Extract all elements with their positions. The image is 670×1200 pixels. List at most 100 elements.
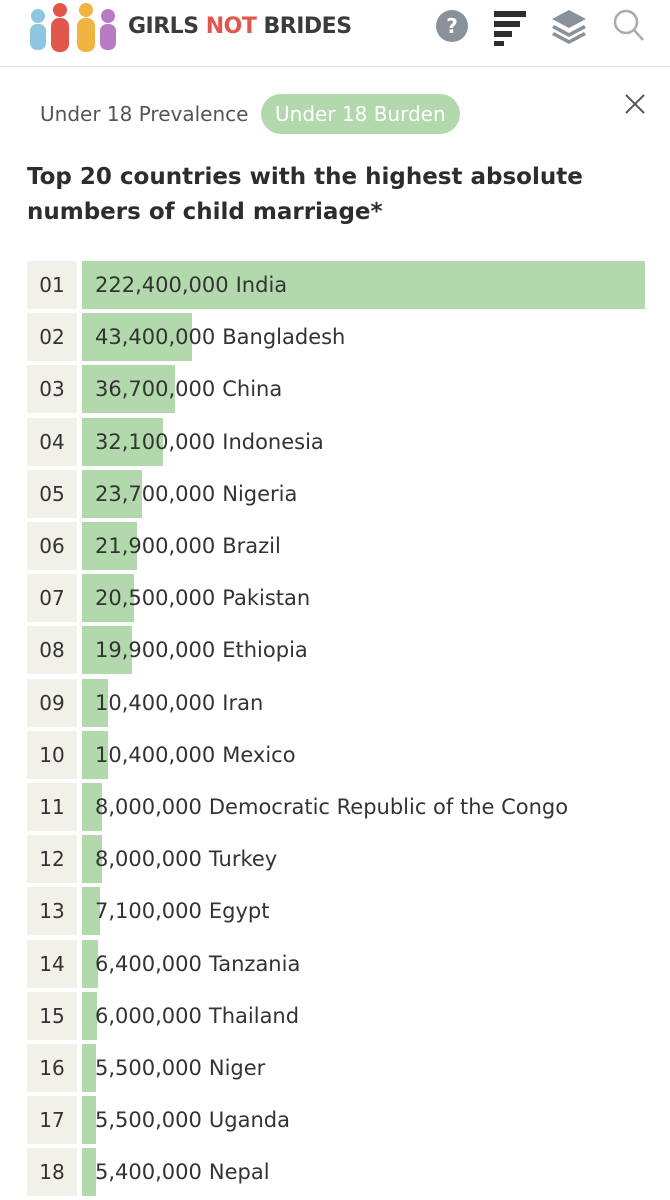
bar-label: 5,400,000 Nepal <box>95 1148 270 1196</box>
rank-label: 02 <box>27 313 77 362</box>
layers-icon[interactable] <box>552 10 586 44</box>
country-name: Iran <box>222 690 264 715</box>
bar-row[interactable]: 04 32,100,000 Indonesia <box>27 417 645 466</box>
rank-label: 18 <box>27 1148 77 1197</box>
value-label: 43,400,000 <box>95 325 216 350</box>
country-name: Democratic Republic of the Congo <box>208 795 569 819</box>
rank-label: 03 <box>27 365 77 414</box>
bar-row[interactable]: 18 5,400,000 Nepal <box>27 1148 645 1197</box>
bar <box>82 417 164 466</box>
bar-row[interactable]: 10 10,400,000 Mexico <box>27 730 645 779</box>
bar-row[interactable]: 11 8,000,000 Democratic Republic of the Co… <box>27 783 645 831</box>
help-icon[interactable]: ? <box>436 10 468 42</box>
rank-label: 09 <box>27 678 77 727</box>
value-label: 8,000,000 <box>95 795 202 819</box>
rank-label: 10 <box>27 730 77 779</box>
country-name: Brazil <box>222 534 281 558</box>
bar <box>82 1096 96 1145</box>
bar-label: 5,500,000 Niger <box>95 1044 265 1092</box>
logo-word: NOT <box>205 14 257 39</box>
bar-row[interactable]: 17 5,500,000 Uganda <box>27 1096 645 1145</box>
bar-label: 19,900,000 Ethiopia <box>95 626 308 674</box>
logo-icon[interactable] <box>24 2 144 62</box>
bar <box>82 1044 96 1092</box>
bar-row[interactable]: 02 43,400,000 Bangladesh <box>27 313 645 362</box>
bar-label: 21,900,000 Brazil <box>95 522 281 570</box>
country-name: India <box>235 273 288 297</box>
value-label: 20,500,000 <box>95 586 216 611</box>
rank-label: 07 <box>27 574 77 623</box>
tab-active[interactable]: Under 18 Burden <box>261 94 460 134</box>
value-label: 5,500,000 <box>95 1108 202 1133</box>
bar-row[interactable]: 05 23,700,000 Nigeria <box>27 469 645 518</box>
rank-label: 04 <box>27 417 77 466</box>
bar-row[interactable]: 03 36,700,000 China <box>27 365 645 414</box>
bar <box>82 365 175 414</box>
chart-title: Top 20 countries with the highest absolu… <box>27 164 583 225</box>
bar-label: 7,100,000 Egypt <box>95 887 269 935</box>
bar-label: 6,400,000 Tanzania <box>95 940 300 988</box>
bar-label: 10,400,000 Iran <box>95 679 263 727</box>
country-name: Nepal <box>208 1160 270 1185</box>
bar <box>82 574 134 623</box>
tab[interactable]: Under 18 Prevalence <box>40 102 249 126</box>
bar-label: 23,700,000 Nigeria <box>95 470 297 518</box>
bar-label: 222,400,000 India <box>95 261 287 309</box>
list-icon[interactable] <box>494 11 526 46</box>
logo-word: BRIDES <box>263 14 353 39</box>
value-label: 6,000,000 <box>95 1003 202 1028</box>
close-button[interactable] <box>623 92 647 116</box>
rank-label: 01 <box>27 261 77 309</box>
bar <box>82 626 133 675</box>
bar <box>82 887 100 936</box>
logo-text[interactable]: GIRLS NOT BRIDES <box>128 14 352 39</box>
value-label: 23,700,000 <box>95 481 216 506</box>
value-label: 21,900,000 <box>95 534 216 558</box>
country-name: Thailand <box>208 1003 300 1028</box>
bar-label: 20,500,000 Pakistan <box>95 574 310 622</box>
rank-label: 15 <box>27 991 77 1040</box>
svg-text:?: ? <box>446 14 458 38</box>
value-label: 7,100,000 <box>95 899 202 924</box>
bar <box>82 469 142 518</box>
country-name: Nigeria <box>222 481 298 506</box>
bar-row[interactable]: 12 8,000,000 Turkey <box>27 835 645 884</box>
bar-row[interactable]: 16 5,500,000 Niger <box>27 1044 645 1092</box>
bar-label: 32,100,000 Indonesia <box>95 418 324 466</box>
search-icon[interactable] <box>613 9 644 41</box>
bar <box>82 678 109 727</box>
rank-label: 17 <box>27 1096 77 1145</box>
value-label: 8,000,000 <box>95 847 202 872</box>
bar-label: 6,000,000 Thailand <box>95 992 299 1040</box>
bar-label: 43,400,000 Bangladesh <box>95 313 345 361</box>
header-icons: ? <box>436 9 644 46</box>
bar-row[interactable]: 09 10,400,000 Iran <box>27 678 645 727</box>
bar <box>82 313 192 362</box>
bar-label: 5,500,000 Uganda <box>95 1096 290 1144</box>
value-label: 10,400,000 <box>95 690 216 715</box>
bar-row[interactable]: 01 222,400,000 India <box>27 261 645 309</box>
rank-label: 12 <box>27 835 77 884</box>
rank-label: 08 <box>27 626 77 675</box>
bar <box>82 783 103 831</box>
bar-row[interactable]: 15 6,000,000 Thailand <box>27 991 645 1040</box>
bar-row[interactable]: 08 19,900,000 Ethiopia <box>27 626 645 675</box>
bar <box>82 835 103 884</box>
bar-row[interactable]: 13 7,100,000 Egypt <box>27 887 645 936</box>
logo-word: GIRLS <box>128 14 199 39</box>
rank-label: 05 <box>27 469 77 518</box>
country-name: Indonesia <box>222 429 324 454</box>
bar-row[interactable]: 07 20,500,000 Pakistan <box>27 574 645 623</box>
rank-label: 11 <box>27 783 77 831</box>
country-name: Uganda <box>208 1108 290 1133</box>
rank-label: 14 <box>27 939 77 988</box>
country-name: Egypt <box>208 899 270 924</box>
bar-row[interactable]: 14 6,400,000 Tanzania <box>27 939 645 988</box>
country-name: Tanzania <box>208 951 301 976</box>
bar-row[interactable]: 06 21,900,000 Brazil <box>27 522 645 570</box>
bar <box>82 261 645 309</box>
bar <box>82 939 99 988</box>
bar-label: 36,700,000 China <box>95 365 282 413</box>
value-label: 10,400,000 <box>95 742 216 767</box>
